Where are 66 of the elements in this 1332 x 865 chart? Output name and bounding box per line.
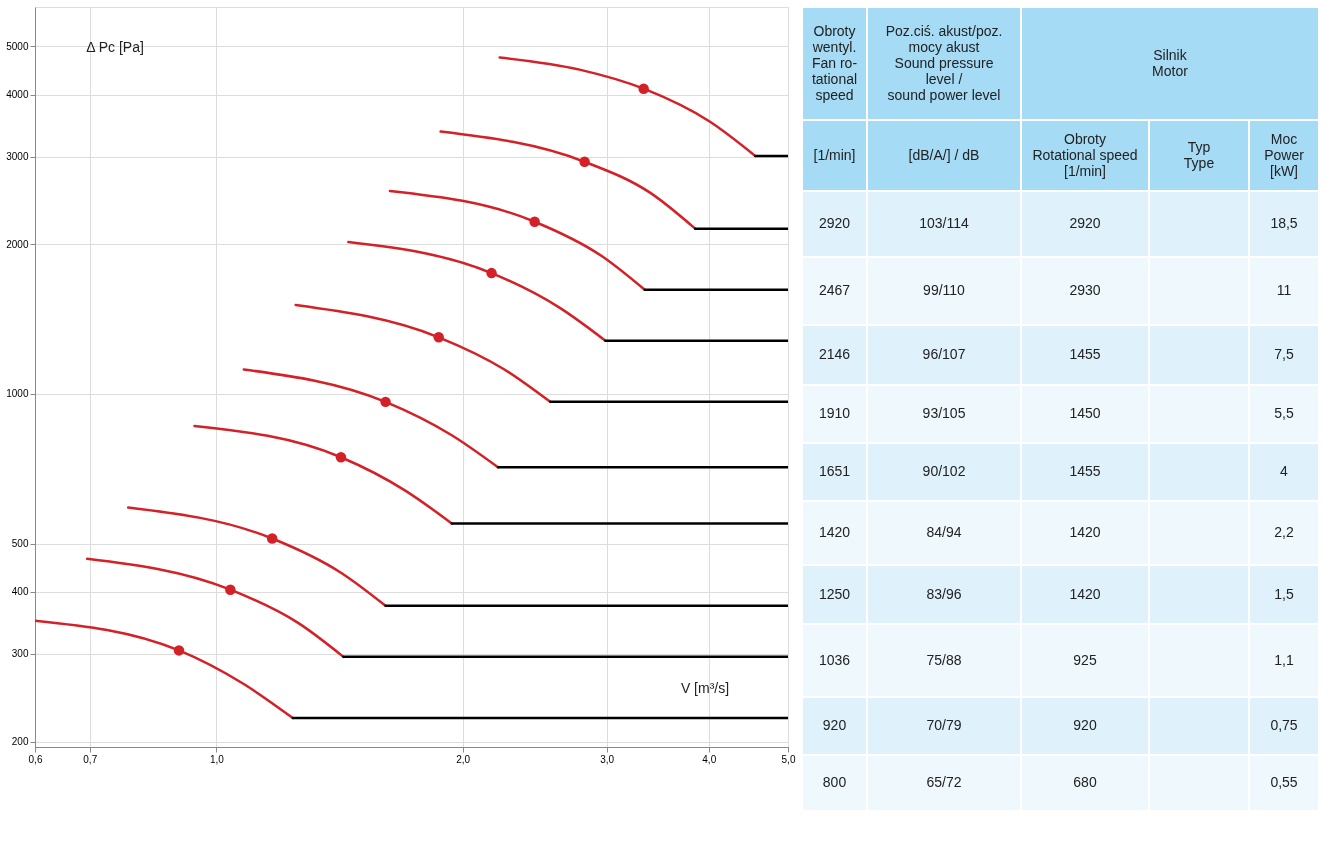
text: 11 — [1276, 282, 1292, 298]
x-axis-title: V [m³/s] — [680, 680, 730, 696]
text: 93/105 — [922, 405, 966, 421]
text: Silnik Motor — [1152, 46, 1189, 79]
text: 1455 — [1069, 463, 1101, 479]
x-tick-label: 0,7 — [83, 753, 98, 765]
text: 1036 — [818, 651, 851, 668]
text: 75/88 — [926, 651, 962, 668]
text: 2,2 — [1274, 524, 1294, 540]
text: 1455 — [1069, 346, 1101, 362]
text: 4 — [1280, 463, 1289, 479]
y-tick-label: 2000 — [6, 238, 29, 250]
text: 70/79 — [926, 717, 962, 733]
text: Obroty Rotational speed [1/min] — [1032, 130, 1138, 179]
text: 1420 — [1069, 585, 1101, 602]
text: 2146 — [818, 346, 851, 362]
text: 103/114 — [919, 215, 969, 231]
text: 83/96 — [926, 585, 962, 602]
text: 1420 — [818, 524, 851, 540]
y-tick-label: 300 — [11, 648, 29, 660]
text: 2920 — [818, 215, 851, 231]
y-tick-label: 500 — [11, 538, 29, 550]
y-tick-label: 3000 — [6, 151, 29, 163]
text: 2920 — [1069, 215, 1101, 231]
x-tick-label: 2,0 — [456, 753, 471, 765]
y-tick-label: 200 — [11, 736, 29, 748]
x-tick-label: 0,6 — [28, 753, 43, 765]
text: 920 — [822, 717, 847, 733]
text: 5,5 — [1274, 405, 1294, 421]
text: 99/110 — [923, 282, 966, 298]
text: 7,5 — [1274, 346, 1294, 362]
text: 1450 — [1069, 405, 1101, 421]
text: [1/min] — [813, 146, 856, 163]
text: 0,55 — [1270, 774, 1298, 790]
x-tick-label: 1,0 — [209, 753, 225, 765]
text: 96/107 — [922, 346, 966, 362]
text: [dB/A/] / dB — [908, 146, 980, 163]
text: 65/72 — [926, 774, 962, 790]
text: 1420 — [1069, 524, 1101, 540]
text: 90/102 — [922, 463, 966, 479]
text: 1,5 — [1274, 585, 1294, 602]
x-tick-label: 4,0 — [702, 753, 717, 765]
y-tick-label: 5000 — [6, 40, 29, 52]
text: Poz.ciś. akust/poz. mocy akust Sound pressure level / sound power level — [885, 22, 1003, 103]
text: 2467 — [818, 282, 851, 298]
text: 2930 — [1069, 282, 1101, 298]
y-tick-label: 1000 — [6, 388, 29, 400]
text: 925 — [1073, 651, 1097, 668]
text: 1,1 — [1274, 651, 1294, 668]
text: Typ Type — [1183, 138, 1215, 171]
text: 0,75 — [1270, 717, 1298, 733]
y-tick-label: 4000 — [6, 89, 29, 101]
text: Moc Power [kW] — [1264, 130, 1305, 179]
x-tick-label: 3,0 — [600, 753, 615, 765]
y-tick-label: 400 — [11, 586, 29, 598]
text: 1250 — [818, 585, 851, 602]
text: 920 — [1073, 717, 1097, 733]
y-axis-title: Δ Pc [Pa] — [86, 39, 144, 55]
text: 84/94 — [926, 524, 962, 540]
text: 1651 — [818, 463, 851, 479]
text: 1910 — [818, 405, 851, 421]
text: 680 — [1073, 774, 1097, 790]
text: 18,5 — [1270, 215, 1298, 231]
text: Obroty wentyl. Fan ro- tational speed — [811, 22, 858, 103]
text: 800 — [822, 774, 847, 790]
x-tick-label: 5,0 — [781, 753, 796, 765]
